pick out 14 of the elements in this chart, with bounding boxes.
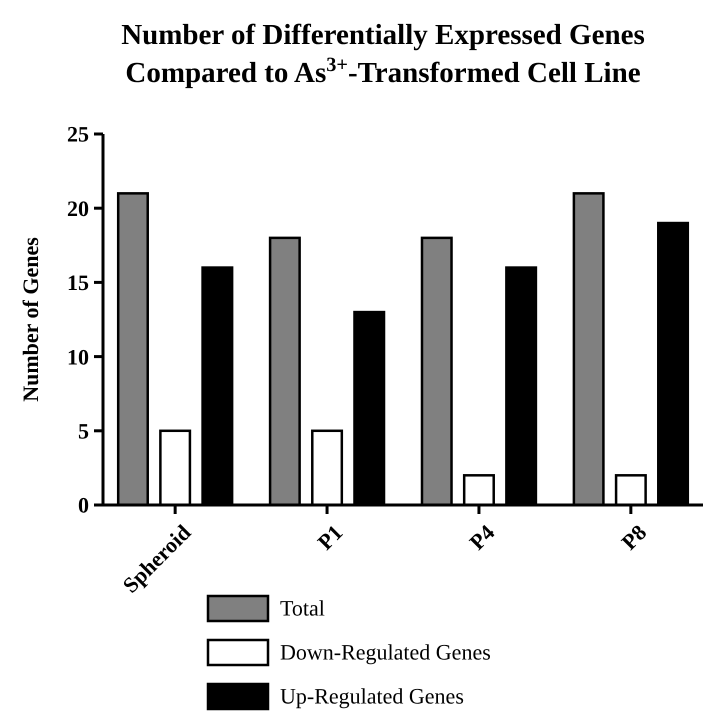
y-tick-label: 0 bbox=[78, 492, 89, 518]
x-tick-label: P4 bbox=[464, 520, 500, 555]
legend-label: Down-Regulated Genes bbox=[280, 640, 491, 665]
y-tick-label: 15 bbox=[67, 270, 89, 296]
y-tick-label: 5 bbox=[78, 418, 89, 444]
y-tick-label: 20 bbox=[67, 196, 89, 221]
legend-label: Up-Regulated Genes bbox=[280, 684, 464, 709]
y-axis-title: Number of Genes bbox=[18, 236, 43, 402]
legend-label: Total bbox=[280, 596, 325, 621]
x-tick-label: P8 bbox=[616, 520, 652, 555]
chart-title: Number of Differentially Expressed Genes Compared to As$^{3+}$-Transformed Cell Line bbox=[121, 19, 645, 89]
x-tick-label: P1 bbox=[312, 520, 348, 555]
y-tick-label: 25 bbox=[67, 122, 89, 147]
y-tick-label: 10 bbox=[67, 344, 89, 370]
